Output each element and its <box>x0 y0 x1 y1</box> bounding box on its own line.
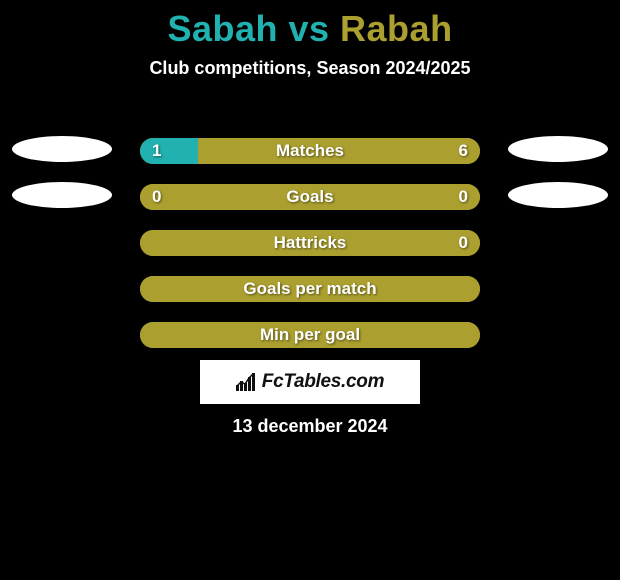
stat-bar: Min per goal <box>140 322 480 348</box>
stat-row: Goals per match <box>0 266 620 312</box>
stat-bar-left <box>140 138 198 164</box>
stat-row: Min per goal <box>0 312 620 358</box>
logo-text-b: Tables.com <box>283 371 384 393</box>
title-team-a: Sabah <box>167 8 278 49</box>
page-title: Sabah vs Rabah <box>0 8 620 50</box>
stat-bar-right <box>140 184 480 210</box>
stat-row: Hattricks0 <box>0 220 620 266</box>
stat-bar: Matches16 <box>140 138 480 164</box>
stat-bar-right <box>198 138 480 164</box>
stat-row: Matches16 <box>0 128 620 174</box>
stat-bar-right <box>140 230 480 256</box>
stat-bar-right <box>140 276 480 302</box>
logo: FcTables.com <box>236 371 384 393</box>
stat-rows: Matches16 Goals00 Hattricks0 Goals per matc… <box>0 128 620 358</box>
team-oval <box>508 136 608 162</box>
stat-bar: Hattricks0 <box>140 230 480 256</box>
stat-row: Goals00 <box>0 174 620 220</box>
subtitle: Club competitions, Season 2024/2025 <box>0 58 620 79</box>
title-vs: vs <box>278 8 340 49</box>
stat-bar: Goals00 <box>140 184 480 210</box>
team-oval <box>12 136 112 162</box>
stat-bar: Goals per match <box>140 276 480 302</box>
stat-bar-right <box>140 322 480 348</box>
bars-icon <box>236 373 258 391</box>
team-oval <box>508 182 608 208</box>
title-team-b: Rabah <box>340 8 453 49</box>
logo-box: FcTables.com <box>200 360 420 404</box>
date-line: 13 december 2024 <box>0 416 620 437</box>
logo-text-a: Fc <box>262 371 284 393</box>
team-oval <box>12 182 112 208</box>
stage: Sabah vs Rabah Club competitions, Season… <box>0 8 620 580</box>
